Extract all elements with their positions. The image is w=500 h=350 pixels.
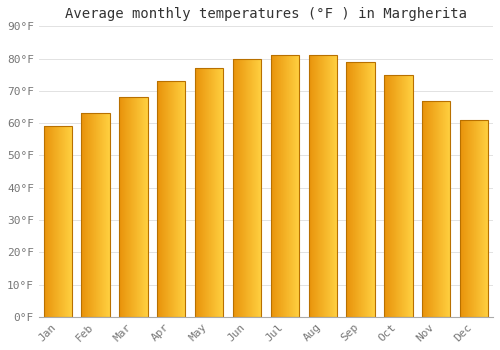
Bar — [119, 97, 148, 317]
Bar — [157, 81, 186, 317]
Bar — [82, 113, 110, 317]
Bar — [346, 62, 375, 317]
Bar — [308, 55, 337, 317]
Bar — [422, 100, 450, 317]
Title: Average monthly temperatures (°F ) in Margherita: Average monthly temperatures (°F ) in Ma… — [65, 7, 467, 21]
Bar — [233, 58, 261, 317]
Bar — [44, 126, 72, 317]
Bar — [195, 68, 224, 317]
Bar — [460, 120, 488, 317]
Bar — [270, 55, 299, 317]
Bar — [384, 75, 412, 317]
